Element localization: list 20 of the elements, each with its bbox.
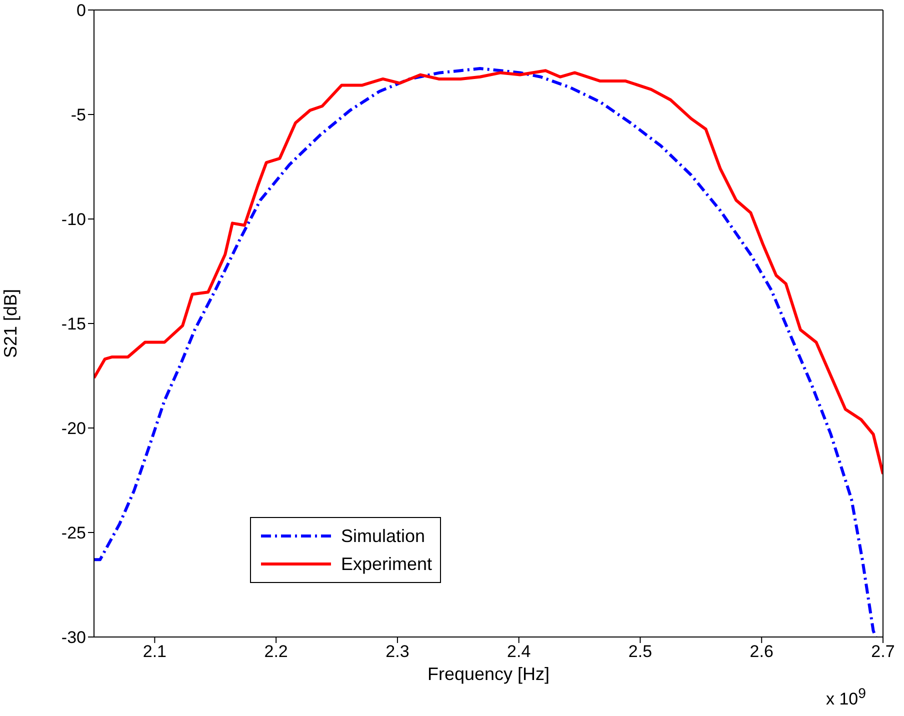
x-tick-label: 2.7	[871, 642, 895, 662]
y-tick-label: -15	[61, 314, 86, 334]
x-axis-title: Frequency [Hz]	[427, 664, 550, 684]
x-tick-label: 2.2	[264, 642, 288, 662]
y-tick-label: -25	[61, 524, 86, 543]
y-axis-title: S21 [dB]	[0, 288, 20, 358]
x-tick-label: 2.4	[507, 642, 531, 662]
y-tick-label: -30	[61, 628, 86, 648]
line-series	[94, 69, 883, 476]
y-tick-label: -20	[61, 419, 86, 438]
y-tick-label: -10	[61, 210, 86, 230]
y-tick-label: -5	[70, 106, 86, 125]
x-tick-label: 2.3	[386, 642, 410, 662]
y-tick-label: 0	[76, 1, 86, 20]
text: x 10$^{9}$	[826, 686, 866, 710]
x-tick-label: 2.6	[750, 642, 774, 662]
x-tick-label: 2.1	[142, 642, 167, 662]
legend-label: Simulation	[341, 526, 426, 546]
legend-label: Experiment	[341, 554, 432, 574]
x-tick-label: 2.5	[628, 642, 652, 662]
